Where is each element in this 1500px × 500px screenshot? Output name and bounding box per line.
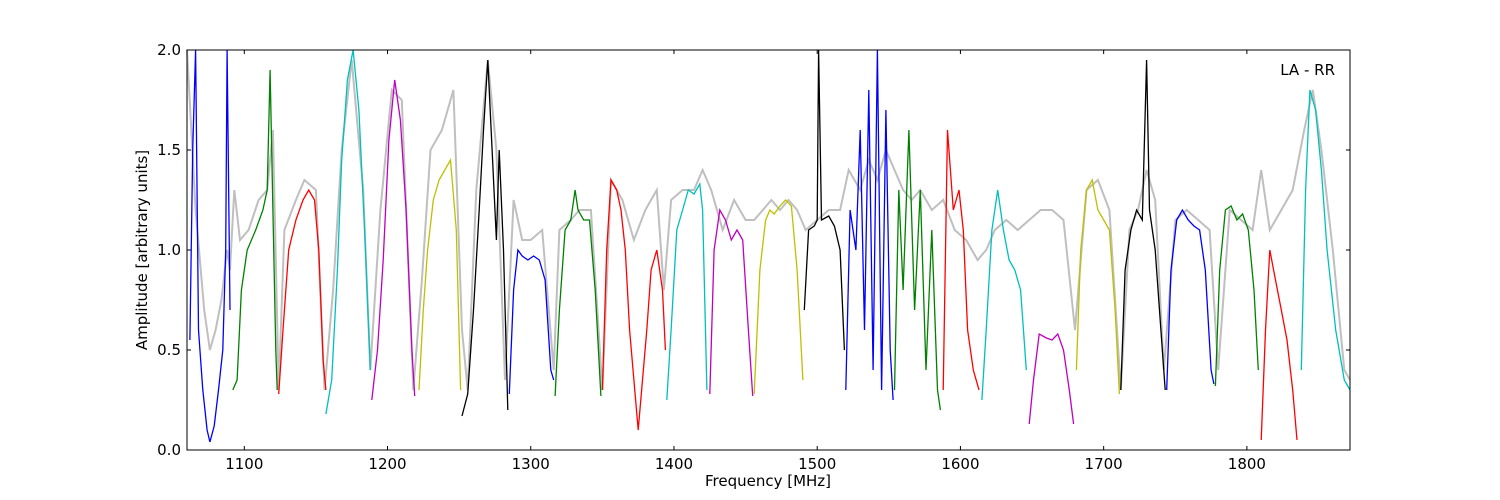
x-tick-label: 1700 <box>1085 455 1123 473</box>
series-line-22 <box>1214 205 1259 387</box>
x-tick-label: 1500 <box>798 455 836 473</box>
series-line-2 <box>278 188 327 395</box>
y-tick-label: 0.5 <box>157 341 181 359</box>
x-tick-label: 1200 <box>368 455 406 473</box>
annotation-label: LA - RR <box>1280 61 1335 79</box>
x-tick-label: 1800 <box>1228 455 1266 473</box>
series-line-19 <box>1075 178 1121 395</box>
y-tick-label: 1.0 <box>157 241 181 259</box>
series-line-7 <box>508 248 555 395</box>
x-axis-label: Frequency [MHz] <box>705 472 831 490</box>
x-tick-label: 1100 <box>225 455 263 473</box>
series-line-23 <box>1260 249 1298 441</box>
y-tick-label: 2.0 <box>157 41 181 59</box>
x-tick-label: 1300 <box>512 455 550 473</box>
series-line-5 <box>418 157 462 391</box>
series-line-8 <box>554 189 602 397</box>
series-line-17 <box>981 189 1027 401</box>
series-line-9 <box>601 177 667 431</box>
series-line-13 <box>803 49 846 351</box>
series-line-3 <box>325 49 371 415</box>
series-line-21 <box>1166 208 1215 391</box>
series-line-15 <box>893 129 942 411</box>
series-line-6 <box>461 59 509 417</box>
series-layer <box>189 49 1351 443</box>
y-tick-label: 0.0 <box>157 441 181 459</box>
y-axis: 0.0 0.5 1.0 1.5 2.0 <box>157 41 1350 459</box>
x-tick-label: 1600 <box>941 455 979 473</box>
x-tick-label: 1400 <box>655 455 693 473</box>
series-line-14 <box>845 49 894 401</box>
series-line-24 <box>1300 89 1351 391</box>
series-line-16 <box>942 129 980 391</box>
series-line-10 <box>666 181 708 401</box>
x-axis: 1100 1200 1300 1400 1500 1600 1700 1800 <box>225 50 1266 473</box>
y-axis-label: Amplitude [arbitrary units] <box>133 150 151 350</box>
series-line-11 <box>709 208 754 397</box>
y-tick-label: 1.5 <box>157 141 181 159</box>
series-line-12 <box>753 199 804 395</box>
series-line-1 <box>232 69 278 391</box>
series-line-20 <box>1120 59 1166 391</box>
series-line-4 <box>371 79 416 401</box>
series-line-18 <box>1028 332 1075 425</box>
